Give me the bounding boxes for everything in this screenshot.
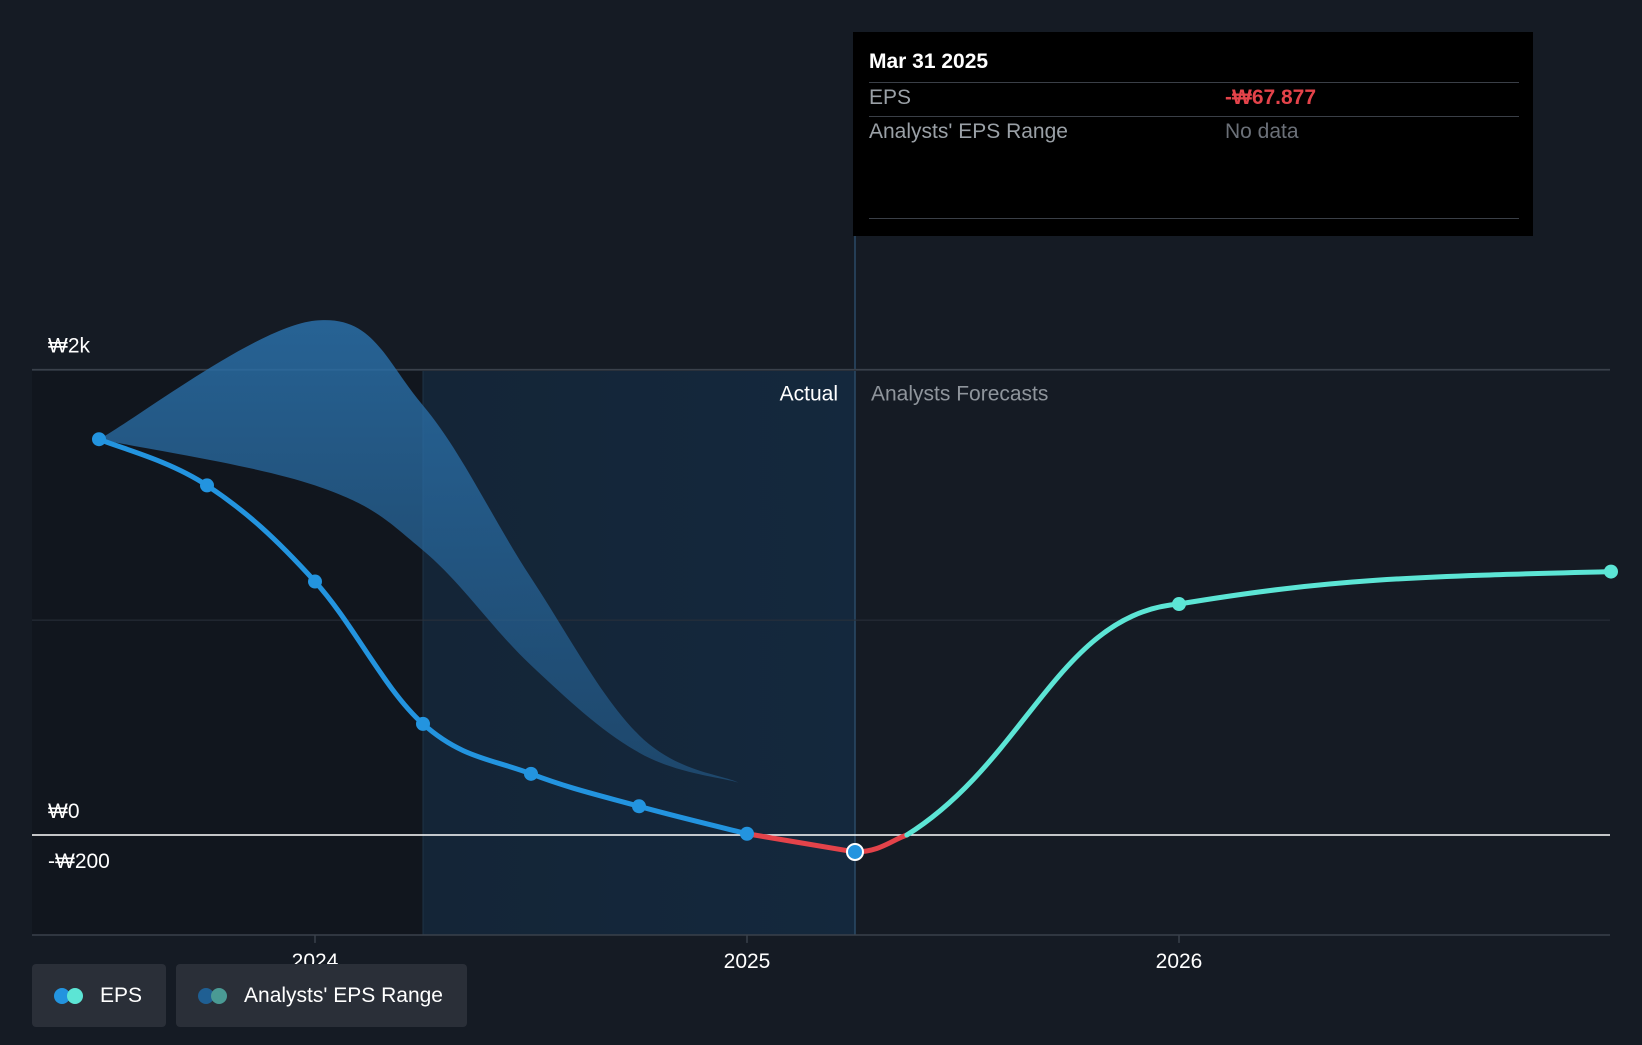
y-tick-label: -₩200 — [48, 850, 110, 873]
y-tick-label: ₩0 — [48, 800, 80, 823]
eps-point — [524, 766, 538, 781]
tooltip-eps-label: EPS — [869, 86, 912, 109]
legend-label-eps: EPS — [100, 983, 143, 1007]
eps-point — [416, 716, 430, 731]
x-tick-label: 2025 — [724, 950, 771, 973]
eps-point — [632, 799, 646, 814]
tooltip-divider — [869, 82, 1519, 83]
legend-item-eps[interactable]: EPS — [32, 964, 167, 1027]
eps-point — [308, 574, 322, 589]
eps-forecast-line — [904, 569, 1614, 838]
tooltip-date: Mar 31 2025 — [869, 50, 989, 73]
eps-swatch-icon — [54, 987, 84, 1005]
eps-forecast-point — [1172, 597, 1186, 612]
section-label-actual: Actual — [780, 383, 838, 406]
tooltip-divider — [869, 218, 1519, 219]
highlight-band — [423, 369, 855, 935]
x-tick-label: 2026 — [1156, 950, 1203, 973]
eps-forecast-point — [1604, 564, 1618, 579]
section-label-forecast: Analysts Forecasts — [871, 383, 1048, 406]
eps-point — [92, 432, 106, 447]
legend-item-eps-range[interactable]: Analysts' EPS Range — [176, 964, 467, 1027]
tooltip-range-label: Analysts' EPS Range — [869, 120, 1068, 143]
tooltip: Mar 31 2025 EPS -₩67.877 Analysts' EPS R… — [853, 32, 1533, 236]
y-tick-label: ₩2k — [48, 335, 91, 358]
tooltip-divider — [869, 116, 1519, 117]
eps-range-swatch-icon — [198, 987, 228, 1005]
tooltip-eps-value: -₩67.877 — [1225, 86, 1317, 109]
eps-point — [200, 478, 214, 493]
tooltip-range-value: No data — [1225, 120, 1299, 143]
legend: EPS Analysts' EPS Range — [32, 964, 467, 1027]
eps-point-highlighted — [846, 842, 864, 861]
legend-label-eps-range: Analysts' EPS Range — [244, 983, 443, 1007]
eps-point — [740, 826, 754, 841]
eps-range-area — [99, 320, 739, 783]
